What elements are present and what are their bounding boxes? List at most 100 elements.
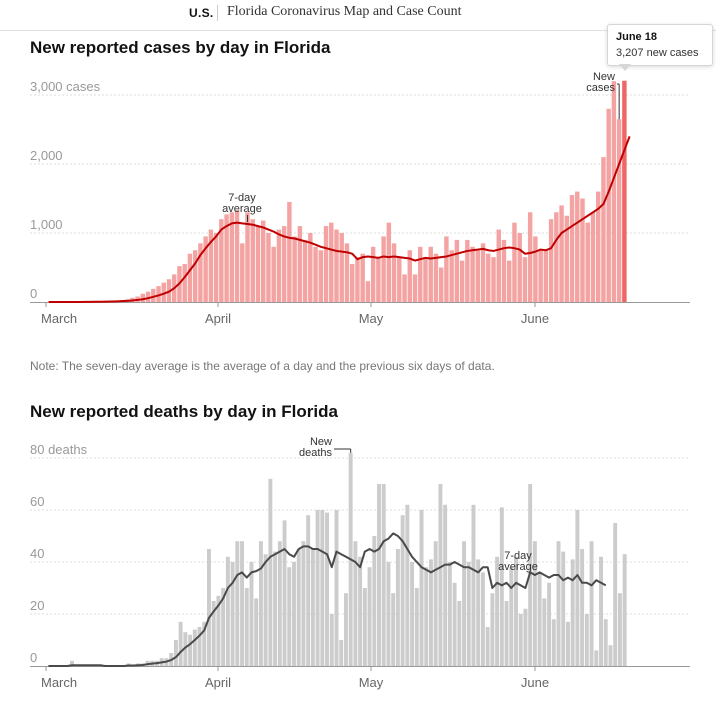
data-bar [282,520,287,666]
data-bar [145,291,151,302]
data-bar [547,582,552,666]
data-bar [229,212,235,302]
chart-annotation: New deaths [299,436,333,459]
chart-note: Note: The seven-day average is the avera… [30,359,495,373]
data-bar [70,660,74,666]
data-bar [533,236,538,302]
data-bar [240,541,244,666]
header-divider [217,5,218,21]
data-bar [423,257,428,302]
deaths-chart-title: New reported deaths by day in Florida [30,402,338,421]
data-bar [292,562,296,666]
data-bar [296,549,301,666]
data-bar [183,632,188,666]
data-bar [556,541,561,666]
page-title-link[interactable]: Florida Coronavirus Map and Case Count [227,4,462,19]
data-bar [466,562,471,666]
data-bar [414,588,419,666]
data-bar [320,510,325,666]
data-bar [617,593,622,666]
data-bar [360,253,365,302]
cases-tooltip: June 18 3,207 new cases [607,24,713,66]
data-bar [235,541,240,666]
x-tick-label: March [41,311,77,326]
y-tick-label: 0 [30,650,37,665]
data-bar [565,621,570,666]
data-bar [410,562,415,666]
cases-chart: 0 1,000 2,000 3,000 cases March April May June 7… [30,71,690,326]
data-bar [476,559,481,666]
data-bar [334,510,339,666]
data-bar [240,243,245,302]
data-bar [480,243,486,302]
data-bar [428,246,433,302]
data-bar [343,593,348,666]
data-bar [522,257,528,302]
chart-annotation: New cases [586,71,615,94]
data-bar [622,80,627,302]
data-bar [400,515,405,666]
chart-annotation: 7-day average [222,192,262,215]
data-bar [538,250,543,302]
data-bar [325,512,330,666]
x-tick-label: June [521,675,549,690]
data-bar [459,260,465,302]
data-bar [234,210,240,302]
data-bar [429,559,433,666]
data-bar [496,229,501,302]
data-bar [381,484,386,666]
data-bar [216,595,221,666]
data-bar [365,281,371,302]
data-bar [454,239,460,302]
data-bar [203,236,208,302]
data-bar [542,598,547,666]
data-bar [537,572,542,666]
data-bar [188,634,193,666]
data-bar [344,243,350,302]
data-bar [412,274,418,302]
data-bar [292,236,297,302]
y-tick-label: 2,000 [30,148,63,163]
x-tick-label: March [41,675,77,690]
data-bar [480,572,485,666]
data-bar [353,541,358,666]
data-bar [211,601,216,666]
data-bar [424,567,429,666]
data-bar [608,645,613,666]
data-bar [261,220,266,302]
data-bar [561,551,566,666]
y-tick-label: 0 [30,286,37,301]
data-bar [266,233,271,302]
data-bar [249,562,254,666]
data-bar [495,556,500,666]
data-bar [187,253,193,302]
x-tick-label: May [359,675,384,690]
data-bar [507,260,512,302]
section-link-us[interactable]: U.S. [189,6,214,20]
data-bar [501,239,507,302]
data-bar [499,507,504,666]
data-bar [603,619,608,666]
data-bar [268,478,273,666]
data-bar [595,191,601,302]
data-bar [140,293,146,302]
data-bar [391,243,397,302]
data-bar [594,650,599,666]
data-bar [490,593,495,666]
x-tick-label: May [359,311,384,326]
data-bar [589,541,594,666]
data-bar [514,556,518,666]
data-bar [156,286,161,302]
data-bar [221,588,226,666]
data-bar [178,621,183,666]
data-bar [173,640,178,666]
data-bar [391,593,396,666]
data-bar [397,257,402,302]
data-bar [433,253,439,302]
data-bar [301,541,306,666]
data-bar [349,264,355,302]
data-bar [485,627,490,666]
data-bar [287,567,292,666]
data-bar [355,257,360,302]
data-bar [452,582,457,666]
